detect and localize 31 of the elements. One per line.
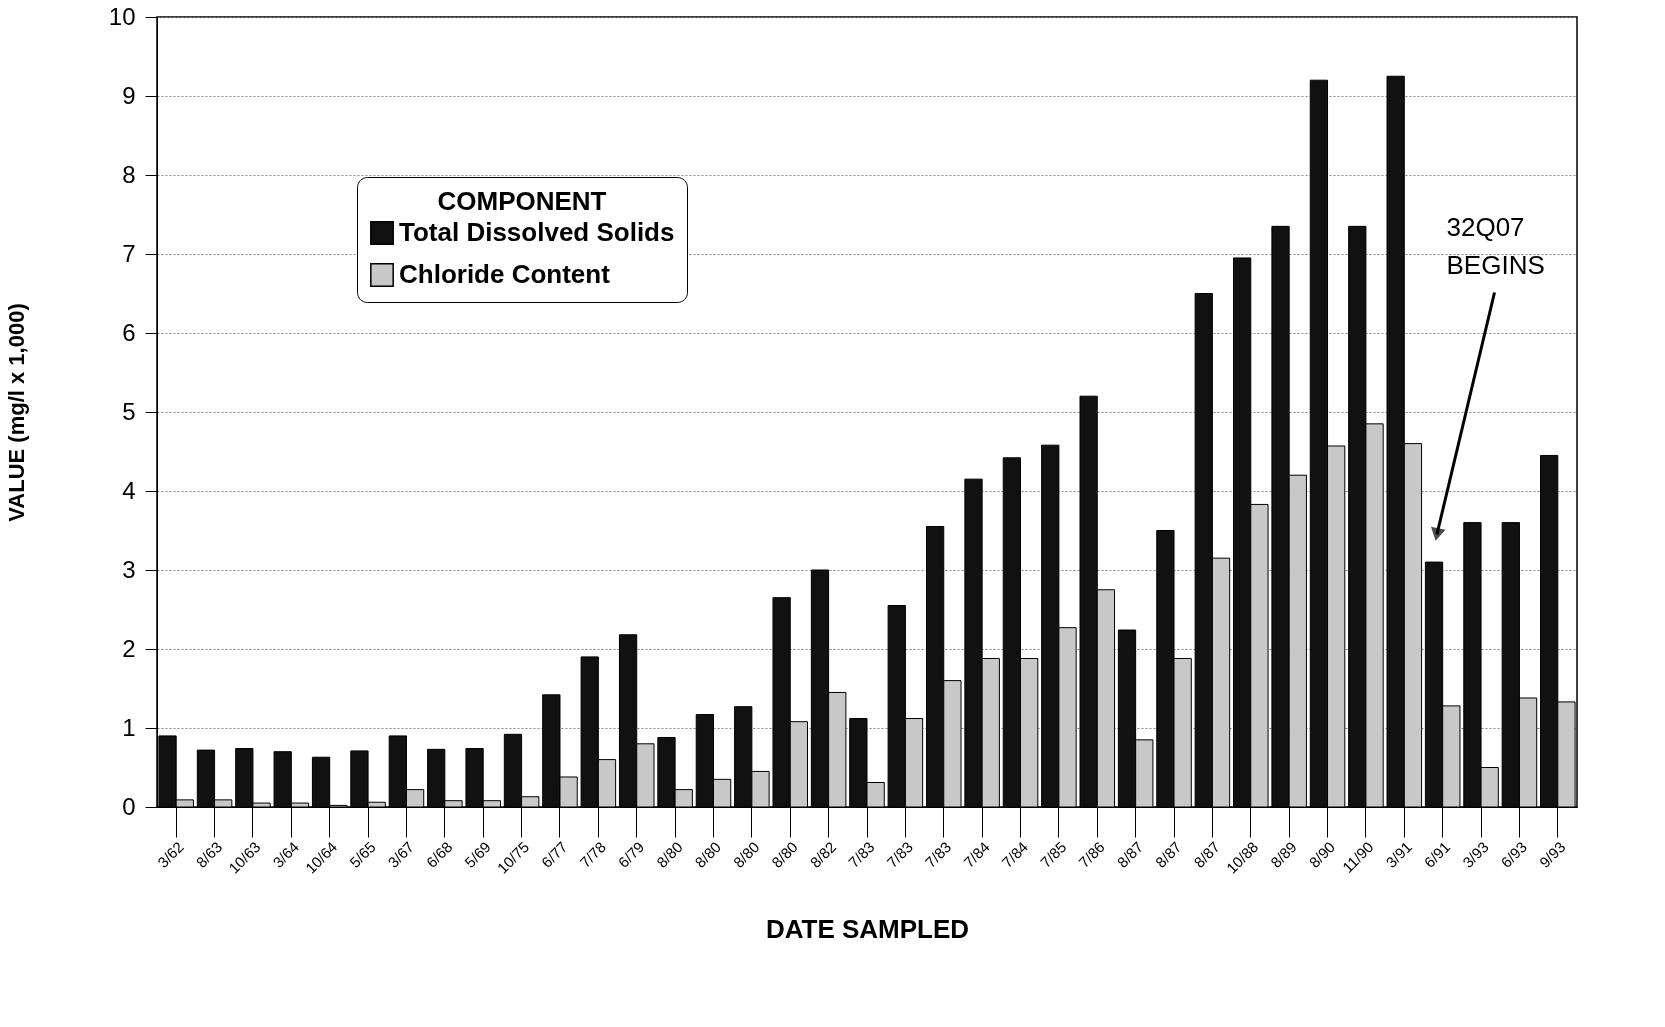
x-tick-label: 6/79 bbox=[614, 838, 648, 871]
y-axis-title: VALUE (mg/l x 1,000) bbox=[3, 303, 29, 522]
y-tick-label: 4 bbox=[122, 476, 136, 504]
y-tick-label: 0 bbox=[122, 792, 136, 820]
x-tick-label: 7/86 bbox=[1075, 838, 1108, 871]
annotation: 32Q07 BEGINS bbox=[1446, 211, 1545, 280]
legend-label: Chloride Content bbox=[399, 259, 611, 289]
y-tick-label: 8 bbox=[122, 160, 136, 188]
x-tick-label: 7/83 bbox=[883, 838, 916, 871]
y-tick-label: 7 bbox=[122, 239, 136, 267]
x-tick-label: 7/83 bbox=[844, 838, 878, 871]
x-tick-label: 6/68 bbox=[422, 838, 456, 871]
x-tick-label: 9/93 bbox=[1535, 838, 1569, 871]
y-tick-label: 10 bbox=[108, 2, 136, 30]
y-tick-label: 9 bbox=[122, 81, 136, 109]
y-tick-label: 5 bbox=[122, 397, 136, 425]
legend-label: Total Dissolved Solids bbox=[399, 217, 675, 247]
y-tick-label: 2 bbox=[122, 634, 136, 662]
x-tick-label: 6/91 bbox=[1420, 838, 1454, 871]
x-tick-label: 7/84 bbox=[998, 838, 1032, 871]
x-tick-label: 6/93 bbox=[1497, 838, 1531, 871]
x-tick-label: 7/83 bbox=[921, 838, 955, 871]
legend-title: COMPONENT bbox=[437, 186, 607, 216]
x-axis-title: DATE SAMPLED bbox=[765, 913, 970, 944]
x-tick-label: 7/84 bbox=[960, 838, 993, 871]
x-tick-label: 7/78 bbox=[576, 838, 609, 871]
y-tick-label: 1 bbox=[122, 713, 136, 741]
x-tick-label: 7/85 bbox=[1036, 838, 1070, 871]
x-tick-label: 3/91 bbox=[1382, 838, 1415, 871]
y-tick-label: 6 bbox=[122, 318, 136, 346]
y-tick-label: 3 bbox=[122, 555, 136, 583]
